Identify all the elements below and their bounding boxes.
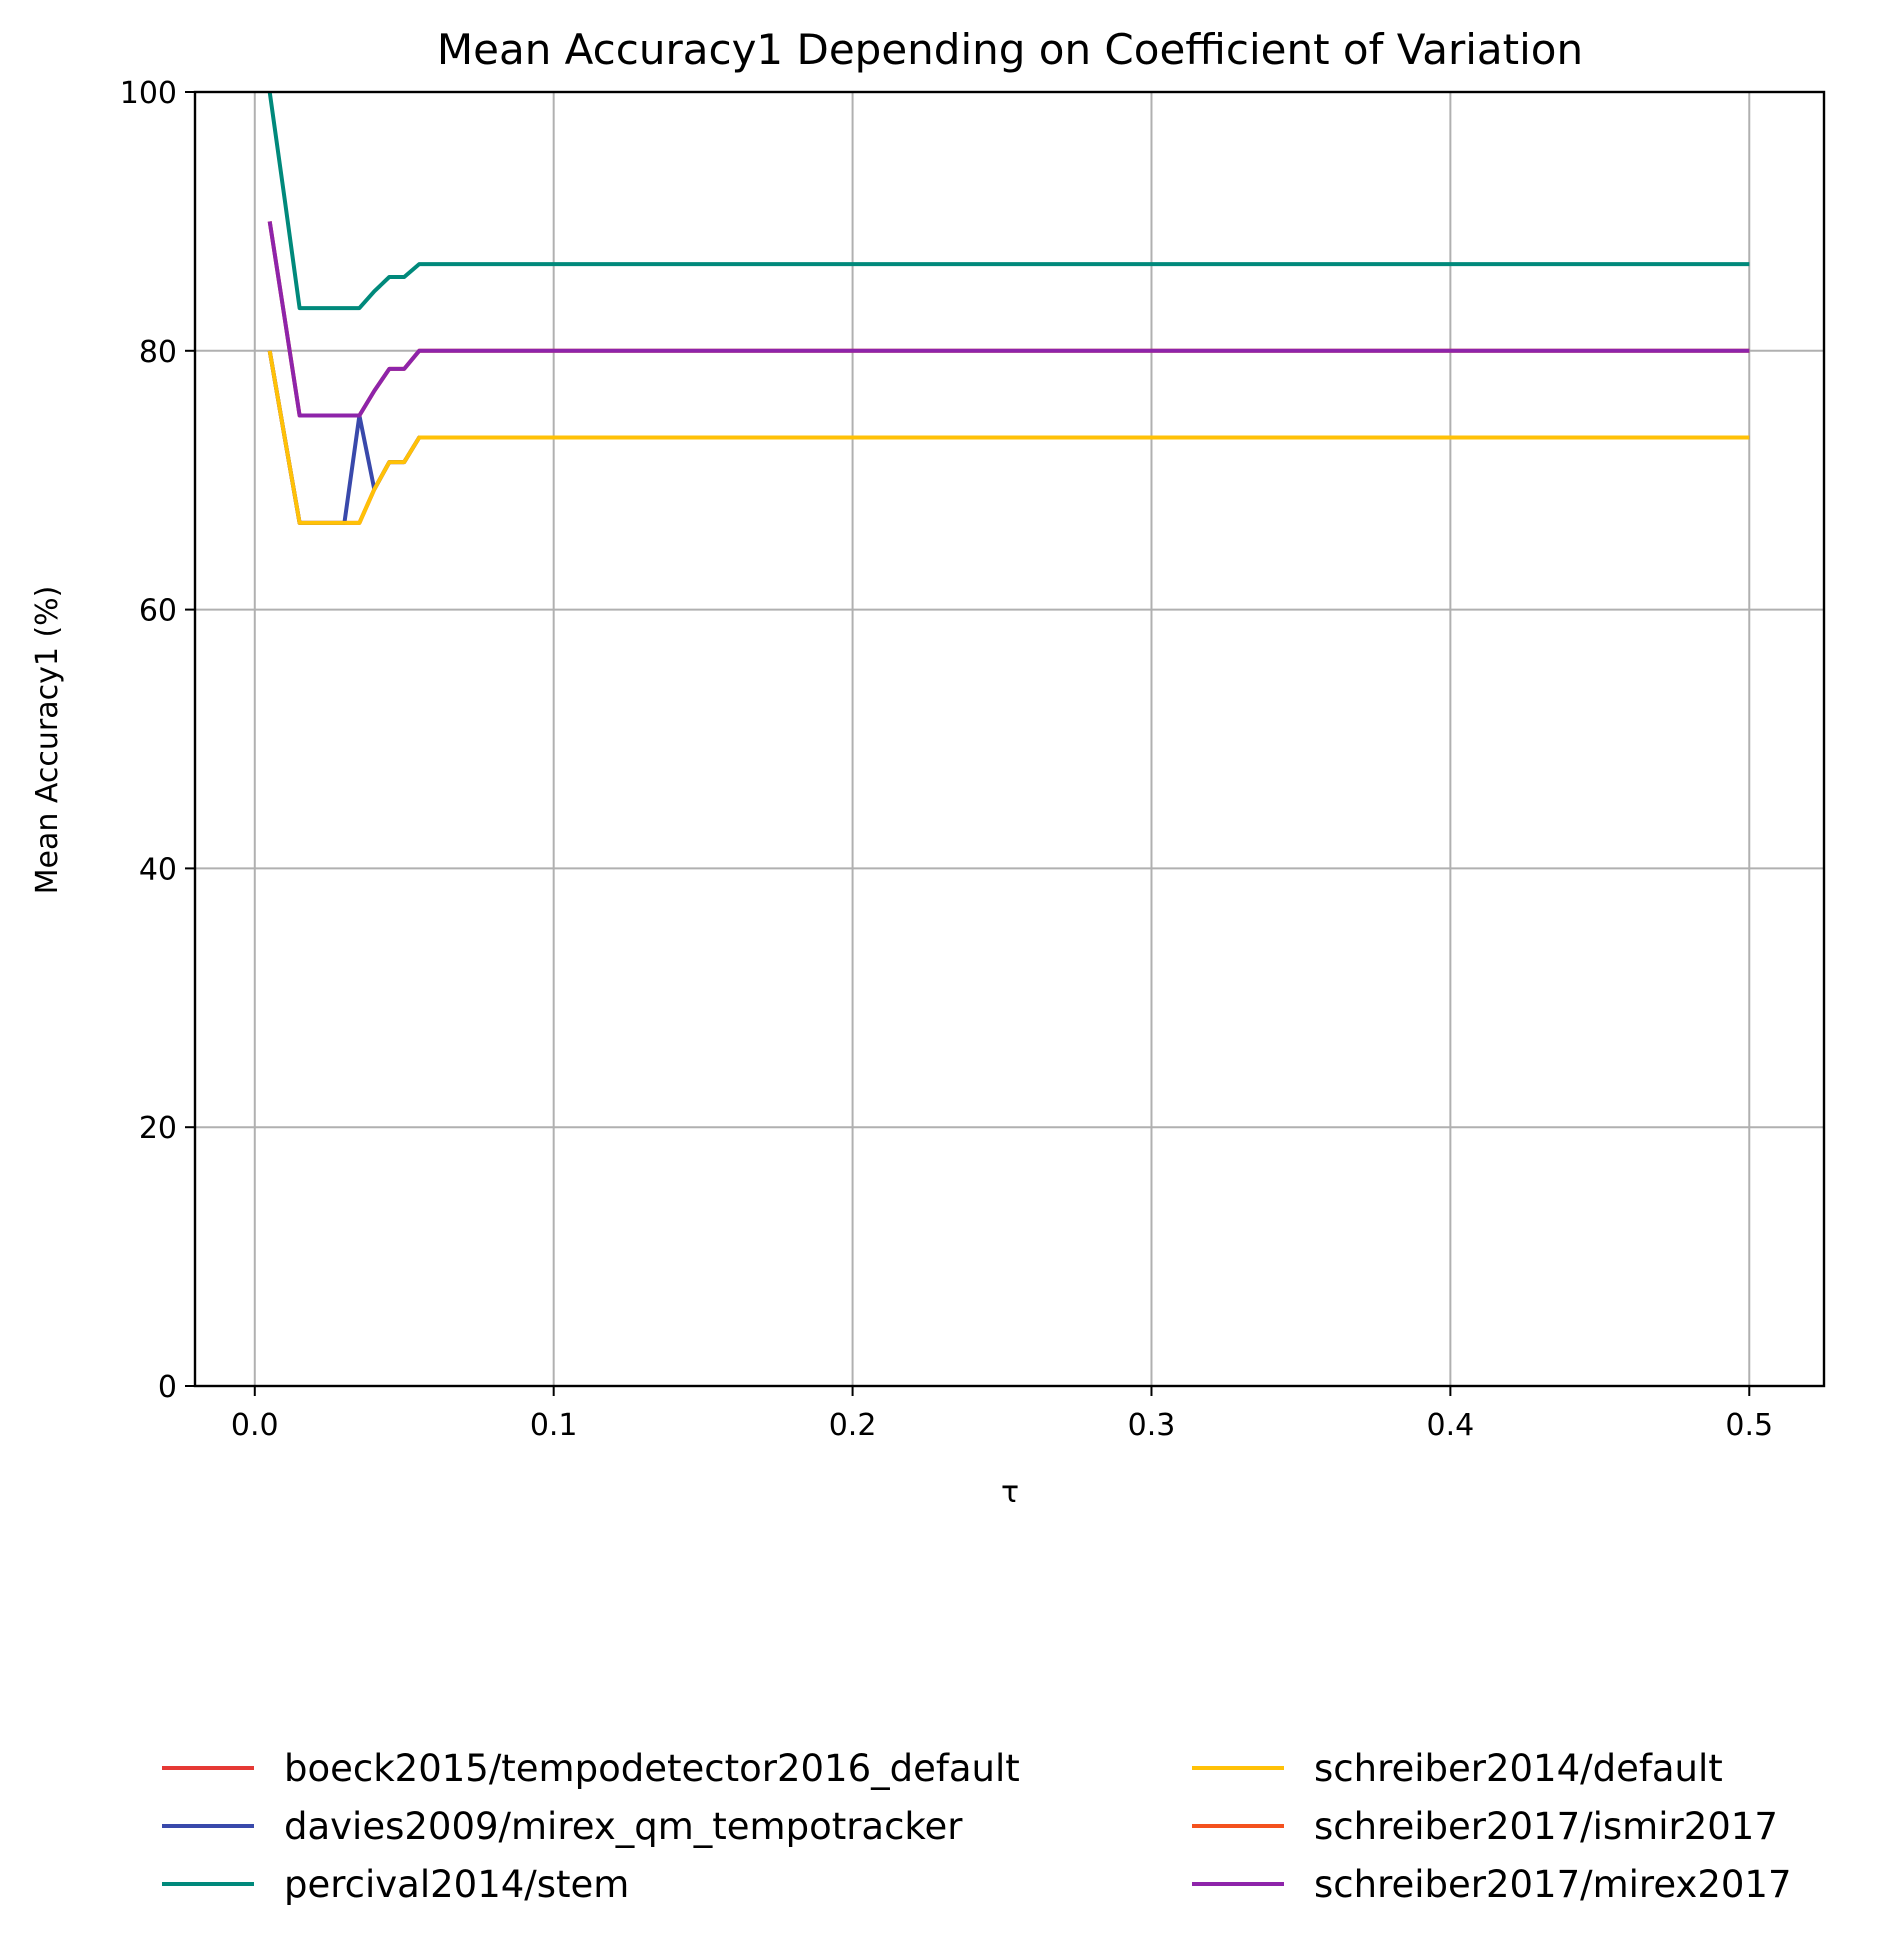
x-tick-label: 0.1 bbox=[530, 1408, 578, 1443]
x-tick-label: 0.2 bbox=[829, 1408, 877, 1443]
legend-label: schreiber2014/default bbox=[1314, 1747, 1723, 1790]
y-axis: 0 20 40 60 80 100 bbox=[120, 76, 195, 1405]
legend-label: schreiber2017/mirex2017 bbox=[1314, 1863, 1792, 1906]
x-tick-label: 0.4 bbox=[1427, 1408, 1475, 1443]
y-tick-label: 40 bbox=[139, 852, 177, 887]
y-tick-label: 60 bbox=[139, 594, 177, 629]
series-line-2 bbox=[267, 91, 1750, 311]
y-tick-label: 20 bbox=[139, 1111, 177, 1146]
legend-label: percival2014/stem bbox=[284, 1863, 629, 1906]
x-axis-label: τ bbox=[1001, 1475, 1019, 1510]
x-axis: 0.0 0.1 0.2 0.3 0.4 0.5 bbox=[231, 1386, 1773, 1443]
y-tick-label: 80 bbox=[139, 335, 177, 370]
series-line-5 bbox=[267, 221, 1750, 418]
legend-label: boeck2015/tempodetector2016_default bbox=[284, 1747, 1020, 1790]
legend-label: schreiber2017/ismir2017 bbox=[1314, 1805, 1778, 1848]
x-tick-label: 0.0 bbox=[231, 1408, 279, 1443]
x-tick-label: 0.3 bbox=[1128, 1408, 1176, 1443]
legend-label: davies2009/mirex_qm_tempotracker bbox=[284, 1805, 963, 1848]
y-tick-label: 0 bbox=[158, 1370, 177, 1405]
legend: boeck2015/tempodetector2016_defaultdavie… bbox=[162, 1747, 1792, 1906]
y-axis-label: Mean Accuracy1 (%) bbox=[30, 586, 65, 895]
y-tick-label: 100 bbox=[120, 76, 177, 111]
series-layer bbox=[267, 91, 1750, 525]
plot-frame bbox=[193, 90, 1826, 1388]
series-line-3 bbox=[267, 350, 1750, 525]
x-tick-label: 0.5 bbox=[1725, 1408, 1773, 1443]
chart-title: Mean Accuracy1 Depending on Coefficient … bbox=[437, 25, 1583, 74]
